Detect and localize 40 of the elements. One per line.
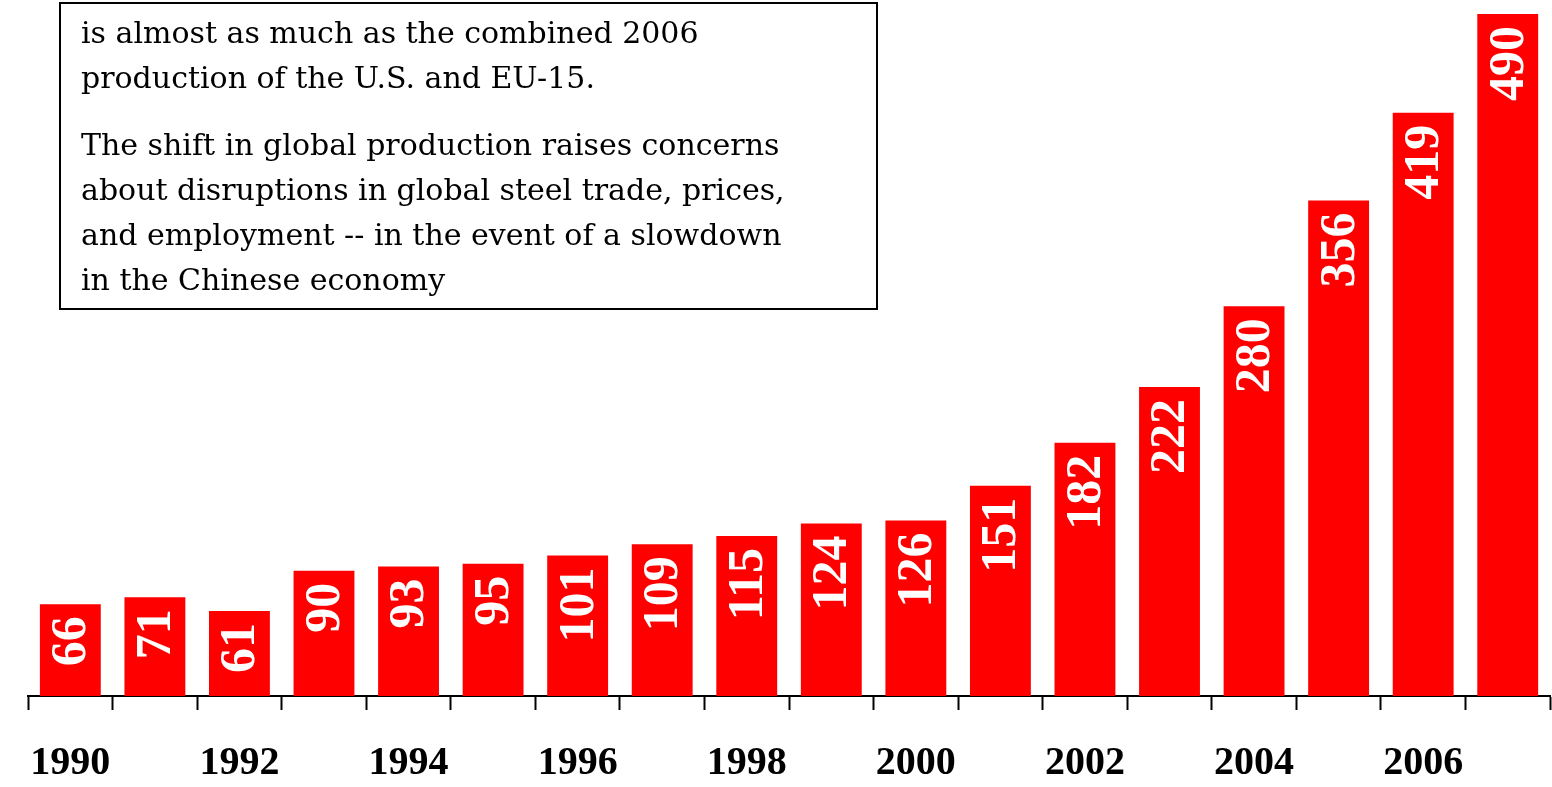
- data-label: 356: [1308, 212, 1365, 288]
- x-tick-label: 1998: [706, 738, 787, 784]
- data-label: 222: [1139, 398, 1196, 474]
- data-label: 66: [40, 616, 97, 667]
- data-label: 71: [124, 609, 181, 660]
- bar: [716, 535, 778, 696]
- bar: [800, 523, 862, 696]
- data-label: 109: [632, 556, 689, 632]
- bar: [124, 597, 186, 696]
- data-label: 124: [801, 535, 858, 611]
- bar: [1054, 442, 1116, 696]
- bar: [1477, 13, 1539, 696]
- data-label: 182: [1054, 454, 1111, 530]
- bar: [1308, 200, 1370, 696]
- x-tick-label: 1994: [368, 738, 449, 784]
- annotation: The shift in global production raises concerns about disruptions in global steel trade, prices, and employment -- in the event of a slowdown in the Chinese economy: [81, 126, 786, 299]
- bar: [969, 485, 1031, 696]
- bar: [1139, 386, 1200, 696]
- x-tick-label: 2006: [1383, 738, 1464, 784]
- x-tick-label: 1990: [30, 738, 111, 784]
- data-label: 61: [209, 623, 266, 674]
- bar: [1392, 112, 1454, 696]
- data-label: 419: [1393, 124, 1450, 200]
- text-box: is almost as much as the combined 2006 production of the U.S. and EU-15. The shift in global production raises concerns about disruptions in global steel trade, prices, and employment -- in the event of a slowdown in the Chinese economy: [59, 2, 878, 310]
- data-label: 151: [970, 497, 1027, 573]
- data-label: 115: [716, 547, 773, 621]
- bar: [1223, 306, 1285, 696]
- data-label: 490: [1477, 25, 1534, 101]
- data-label: 101: [547, 567, 604, 643]
- x-tick-label: 2000: [875, 738, 956, 784]
- data-label: 90: [293, 582, 350, 633]
- x-tick-label: 1992: [199, 738, 280, 784]
- data-label: 126: [885, 532, 942, 608]
- x-tick-label: 1996: [537, 738, 618, 784]
- x-tick-label: 2002: [1044, 738, 1125, 784]
- data-label: 280: [1223, 318, 1280, 394]
- data-label: 95: [463, 575, 520, 626]
- data-label: 93: [378, 578, 435, 629]
- annotation: is almost as much as the combined 2006 production of the U.S. and EU-15.: [81, 14, 700, 97]
- x-tick-label: 2004: [1214, 738, 1295, 784]
